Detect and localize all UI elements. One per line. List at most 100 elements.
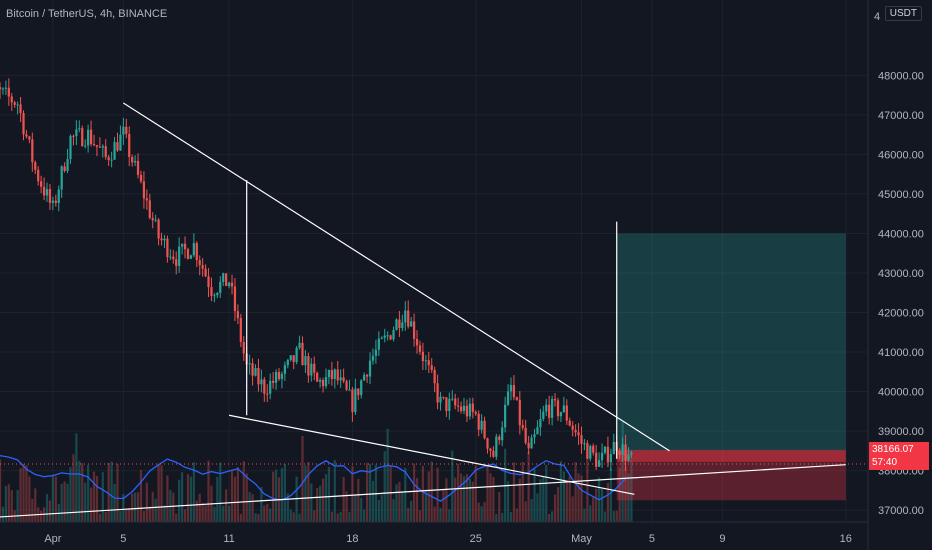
candle-body [492, 450, 495, 457]
volume-bar [418, 510, 422, 522]
volume-bar [427, 471, 430, 522]
candle-body [92, 143, 96, 146]
candle-body [627, 454, 630, 461]
volume-bar [354, 495, 357, 522]
trendlines [0, 102, 868, 518]
currency-badge[interactable]: USDT [884, 6, 922, 21]
stop-zone [616, 450, 846, 501]
volume-bar [559, 461, 563, 522]
candle-body [360, 380, 363, 396]
candle-body [630, 452, 633, 455]
candle-body [307, 356, 310, 376]
volume-bar [7, 484, 10, 522]
candle-body [606, 446, 610, 463]
volume-bar [377, 499, 380, 522]
volume-bar [286, 493, 289, 522]
candle-body [1, 88, 5, 90]
volume-bar [113, 483, 116, 522]
volume-bar [562, 471, 565, 522]
candle-body [166, 238, 169, 258]
price-tick-label: 44000.00 [878, 228, 924, 240]
candle-body [148, 200, 151, 218]
candle-body [501, 427, 504, 441]
candle-body [568, 420, 571, 426]
candle-body [477, 413, 480, 430]
candle-body [365, 374, 369, 377]
candle-body [0, 87, 2, 90]
candle-body [468, 403, 472, 417]
candle-body [57, 189, 60, 203]
volume-bar [63, 481, 66, 522]
candle-body [128, 133, 131, 157]
candle-body [84, 145, 87, 147]
candle-body [54, 200, 57, 203]
chart-title: Bitcoin / TetherUS, 4h, BINANCE [6, 8, 168, 20]
candle-body [471, 403, 474, 412]
volume-bar [542, 476, 545, 522]
volume-bar [368, 464, 372, 522]
candle-body [178, 246, 181, 266]
volume-bar [154, 498, 157, 522]
volume-bar [536, 493, 539, 522]
volume-bar [618, 467, 621, 522]
time-tick-label: Apr [44, 533, 61, 545]
volume-bar [498, 491, 501, 522]
candle-body [248, 363, 251, 365]
volume-bar [330, 511, 333, 522]
volume-bars [0, 422, 633, 522]
volume-bar [339, 511, 342, 522]
volume-bar [319, 485, 322, 522]
volume-bar [22, 463, 25, 522]
volume-bar [527, 451, 530, 522]
candle-body [354, 388, 357, 413]
candle-body [351, 389, 354, 413]
volume-bar [506, 481, 510, 522]
volume-bar [133, 492, 137, 522]
time-tick-label: 11 [223, 533, 234, 545]
time-tick-label: 25 [470, 533, 482, 545]
volume-bar [351, 466, 354, 522]
volume-bar [310, 483, 313, 522]
volume-bar [92, 471, 96, 522]
candle-body [330, 370, 333, 379]
volume-bar [342, 476, 345, 522]
volume-bar [336, 513, 339, 522]
volume-bar [84, 482, 87, 522]
volume-bar [195, 500, 198, 522]
candle-body [157, 219, 160, 239]
candle-body [25, 134, 28, 137]
candle-body [110, 159, 113, 161]
volume-bar [104, 512, 107, 522]
volume-bar [321, 478, 325, 522]
volume-bar [574, 462, 577, 522]
volume-bar [75, 433, 78, 522]
volume-bar [609, 468, 612, 522]
volume-bar [307, 462, 310, 522]
candle-body [175, 259, 178, 266]
volume-bar [365, 463, 369, 522]
candle-body [556, 400, 560, 417]
volume-bar [10, 490, 13, 522]
volume-bar [148, 506, 151, 522]
volume-bar [166, 475, 169, 522]
candle-body [603, 446, 607, 453]
volume-bar [454, 477, 457, 522]
candle-body [357, 388, 360, 396]
candle-body [559, 412, 563, 417]
volume-bar [274, 469, 278, 522]
price-tick-label: 48000.00 [878, 70, 924, 82]
time-tick-label: 5 [649, 533, 655, 545]
volume-bar [189, 476, 193, 522]
volume-bar [248, 491, 251, 522]
volume-bar [471, 481, 474, 522]
volume-bar [139, 469, 143, 522]
volume-bar [51, 474, 54, 522]
volume-bar [239, 513, 242, 522]
volume-bar [142, 511, 146, 522]
volume-bar [175, 513, 178, 522]
volume-bar [462, 476, 466, 522]
volume-bar [371, 480, 375, 522]
volume-bar [216, 476, 219, 522]
volume-bar [430, 461, 433, 522]
